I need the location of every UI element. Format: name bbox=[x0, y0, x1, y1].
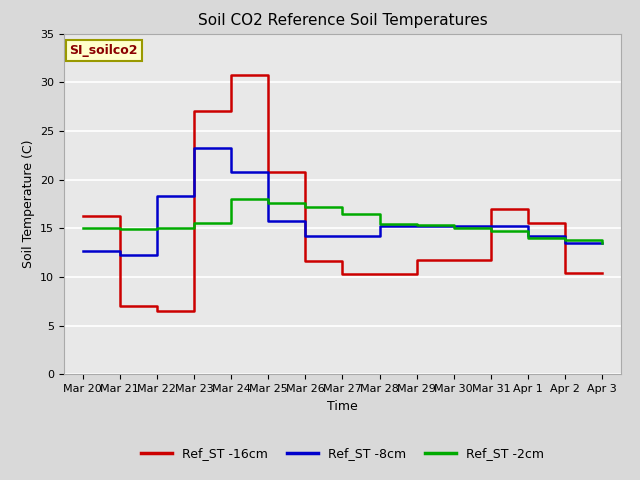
Ref_ST -2cm bbox=[153, 226, 161, 231]
Ref_ST -8cm bbox=[561, 240, 569, 246]
Line: Ref_ST -16cm: Ref_ST -16cm bbox=[83, 75, 602, 311]
Ref_ST -16cm bbox=[413, 258, 420, 264]
Ref_ST -8cm bbox=[450, 224, 458, 229]
Ref_ST -8cm bbox=[524, 233, 532, 239]
Ref_ST -16cm bbox=[79, 213, 86, 218]
Ref_ST -2cm bbox=[264, 200, 272, 206]
Ref_ST -16cm bbox=[487, 206, 495, 212]
Ref_ST -16cm bbox=[561, 270, 569, 276]
Ref_ST -8cm bbox=[598, 240, 606, 246]
Ref_ST -2cm bbox=[116, 227, 124, 232]
Ref_ST -16cm bbox=[598, 270, 606, 276]
Ref_ST -2cm bbox=[190, 220, 198, 226]
Ref_ST -16cm bbox=[227, 72, 235, 78]
Ref_ST -16cm bbox=[301, 259, 309, 264]
Ref_ST -8cm bbox=[339, 233, 346, 239]
Legend: Ref_ST -16cm, Ref_ST -8cm, Ref_ST -2cm: Ref_ST -16cm, Ref_ST -8cm, Ref_ST -2cm bbox=[136, 442, 549, 465]
Ref_ST -8cm bbox=[301, 233, 309, 239]
Ref_ST -16cm bbox=[450, 258, 458, 264]
Ref_ST -16cm bbox=[190, 108, 198, 114]
X-axis label: Time: Time bbox=[327, 400, 358, 413]
Ref_ST -16cm bbox=[264, 169, 272, 175]
Ref_ST -2cm bbox=[598, 240, 606, 246]
Ref_ST -2cm bbox=[524, 235, 532, 241]
Ref_ST -16cm bbox=[376, 271, 383, 277]
Ref_ST -8cm bbox=[487, 224, 495, 229]
Ref_ST -2cm bbox=[301, 204, 309, 210]
Ref_ST -2cm bbox=[561, 237, 569, 243]
Ref_ST -16cm bbox=[524, 220, 532, 226]
Ref_ST -8cm bbox=[79, 248, 86, 253]
Ref_ST -2cm bbox=[487, 228, 495, 234]
Ref_ST -8cm bbox=[413, 224, 420, 229]
Ref_ST -8cm bbox=[376, 224, 383, 229]
Title: Soil CO2 Reference Soil Temperatures: Soil CO2 Reference Soil Temperatures bbox=[198, 13, 487, 28]
Line: Ref_ST -2cm: Ref_ST -2cm bbox=[83, 199, 602, 243]
Ref_ST -2cm bbox=[339, 211, 346, 216]
Ref_ST -8cm bbox=[227, 169, 235, 175]
Ref_ST -2cm bbox=[413, 223, 420, 228]
Text: SI_soilco2: SI_soilco2 bbox=[70, 44, 138, 57]
Ref_ST -16cm bbox=[339, 271, 346, 277]
Ref_ST -16cm bbox=[116, 303, 124, 309]
Ref_ST -8cm bbox=[190, 145, 198, 151]
Ref_ST -8cm bbox=[153, 193, 161, 199]
Ref_ST -2cm bbox=[79, 226, 86, 231]
Line: Ref_ST -8cm: Ref_ST -8cm bbox=[83, 148, 602, 254]
Y-axis label: Soil Temperature (C): Soil Temperature (C) bbox=[22, 140, 35, 268]
Ref_ST -8cm bbox=[116, 252, 124, 257]
Ref_ST -2cm bbox=[450, 226, 458, 231]
Ref_ST -2cm bbox=[227, 196, 235, 202]
Ref_ST -16cm bbox=[153, 308, 161, 314]
Ref_ST -8cm bbox=[264, 217, 272, 223]
Ref_ST -2cm bbox=[376, 222, 383, 228]
